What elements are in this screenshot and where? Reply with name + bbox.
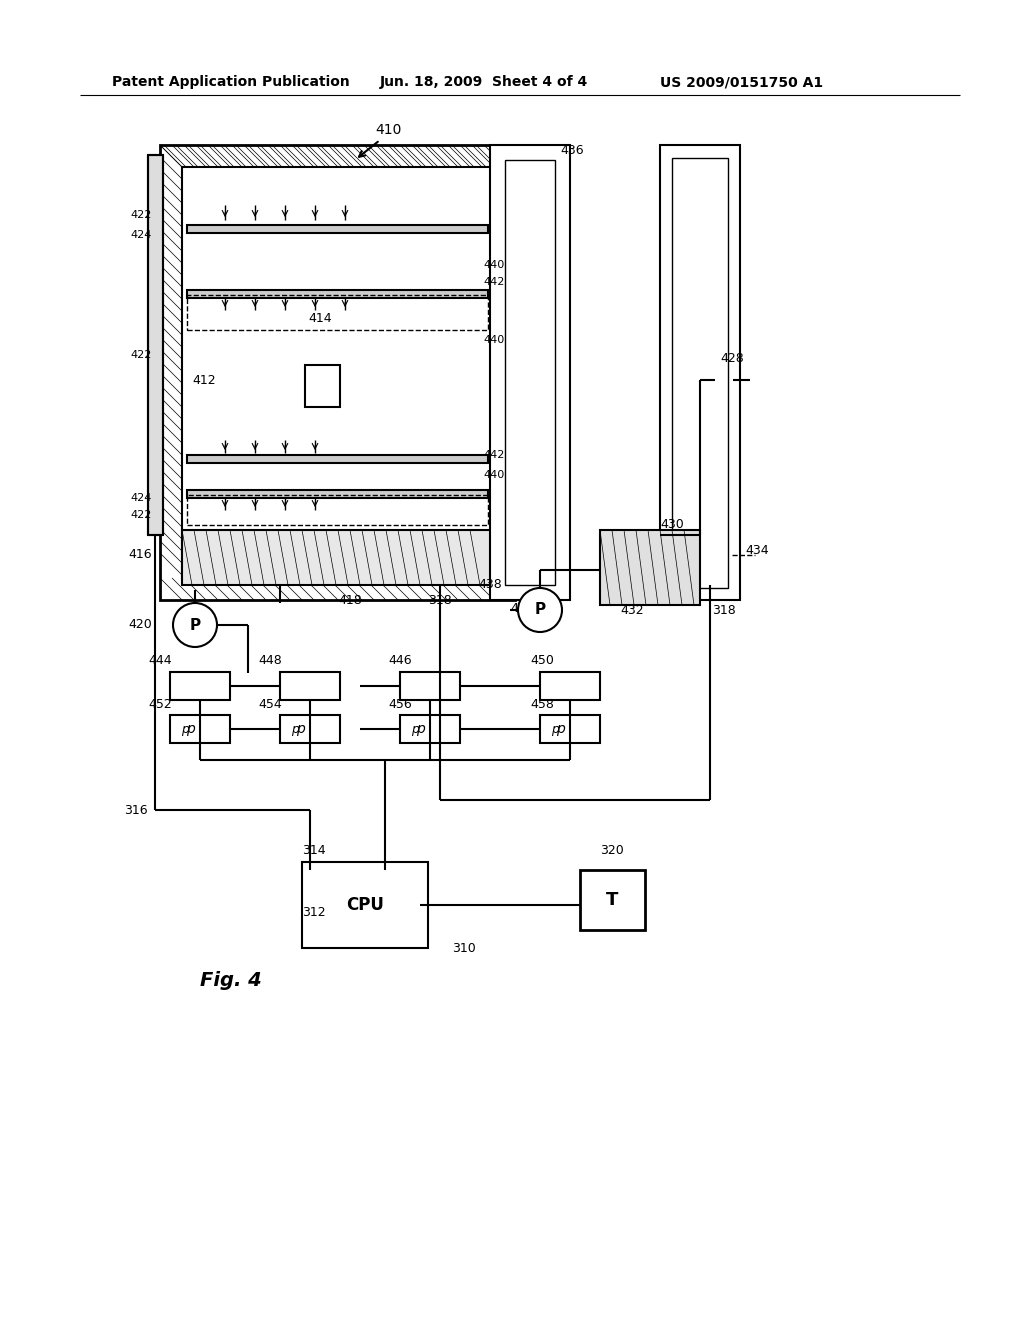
Bar	[490, 145, 570, 601]
Text: 454: 454	[258, 698, 282, 711]
Text: T: T	[606, 891, 618, 909]
Text: 452: 452	[148, 698, 172, 711]
Bar	[280, 672, 340, 700]
Text: 458: 458	[530, 698, 554, 711]
Bar	[182, 168, 493, 578]
Text: 428: 428	[720, 351, 743, 364]
Bar	[302, 862, 428, 948]
Polygon shape	[715, 368, 731, 392]
Bar	[280, 715, 340, 743]
Bar	[187, 490, 488, 498]
Text: 448: 448	[258, 653, 282, 667]
Text: 442: 442	[483, 277, 505, 286]
Bar	[672, 158, 728, 587]
Bar	[187, 224, 488, 234]
Text: 440: 440	[483, 470, 504, 480]
Text: 444: 444	[148, 653, 172, 667]
Bar	[170, 715, 230, 743]
Text: 310: 310	[452, 941, 476, 954]
Text: p: p	[185, 722, 195, 737]
Text: 316: 316	[124, 804, 148, 817]
Text: Patent Application Publication: Patent Application Publication	[112, 75, 350, 88]
Text: 426: 426	[510, 602, 534, 615]
Text: 318: 318	[712, 603, 736, 616]
Text: US 2009/0151750 A1: US 2009/0151750 A1	[660, 75, 823, 88]
Circle shape	[518, 587, 562, 632]
Circle shape	[173, 603, 217, 647]
Text: p: p	[411, 722, 419, 735]
Polygon shape	[718, 546, 732, 564]
Text: 314: 314	[302, 843, 326, 857]
Bar	[600, 531, 700, 605]
Text: 312: 312	[302, 907, 326, 920]
Bar	[148, 154, 163, 535]
Text: Fig. 4: Fig. 4	[200, 970, 262, 990]
Bar	[187, 495, 488, 525]
Text: p: p	[556, 722, 564, 737]
Polygon shape	[717, 368, 733, 392]
Text: 320: 320	[600, 843, 624, 857]
Bar	[187, 290, 488, 298]
Bar	[505, 160, 555, 585]
Text: 440: 440	[483, 335, 504, 345]
Text: 438: 438	[478, 578, 502, 591]
Text: CPU: CPU	[346, 896, 384, 913]
Text: 440: 440	[483, 260, 504, 271]
Text: 420: 420	[128, 619, 152, 631]
Text: 432: 432	[620, 603, 644, 616]
Bar	[305, 366, 340, 407]
Text: 412: 412	[193, 374, 216, 387]
Text: 318: 318	[428, 594, 452, 606]
Text: P: P	[189, 618, 200, 632]
Text: 422: 422	[131, 350, 152, 360]
Text: 418: 418	[338, 594, 361, 606]
Bar	[160, 145, 515, 601]
Text: p: p	[296, 722, 304, 737]
Text: 442: 442	[483, 450, 505, 459]
Bar	[540, 715, 600, 743]
Bar	[660, 145, 740, 601]
Bar	[187, 455, 488, 463]
Bar	[170, 672, 230, 700]
Text: p: p	[291, 722, 299, 735]
Bar	[540, 672, 600, 700]
Text: 424: 424	[131, 230, 152, 240]
Text: P: P	[535, 602, 546, 618]
Text: 414: 414	[308, 312, 332, 325]
Text: 416: 416	[128, 549, 152, 561]
Text: 456: 456	[388, 698, 412, 711]
Bar	[187, 294, 488, 330]
Text: Jun. 18, 2009  Sheet 4 of 4: Jun. 18, 2009 Sheet 4 of 4	[380, 75, 588, 88]
Text: 422: 422	[131, 510, 152, 520]
Text: 430: 430	[660, 519, 684, 532]
Bar	[400, 715, 460, 743]
Bar	[182, 531, 493, 585]
Text: p: p	[551, 722, 559, 735]
Bar	[400, 672, 460, 700]
Text: p: p	[416, 722, 424, 737]
Bar	[580, 870, 645, 931]
Bar	[310, 870, 420, 940]
Text: 450: 450	[530, 653, 554, 667]
Text: p: p	[181, 722, 189, 735]
Text: P: P	[189, 618, 201, 632]
Text: 410: 410	[375, 123, 401, 137]
Text: 424: 424	[131, 492, 152, 503]
Text: 434: 434	[745, 544, 769, 557]
Text: 446: 446	[388, 653, 412, 667]
Text: 422: 422	[131, 210, 152, 220]
Text: 436: 436	[560, 144, 584, 157]
